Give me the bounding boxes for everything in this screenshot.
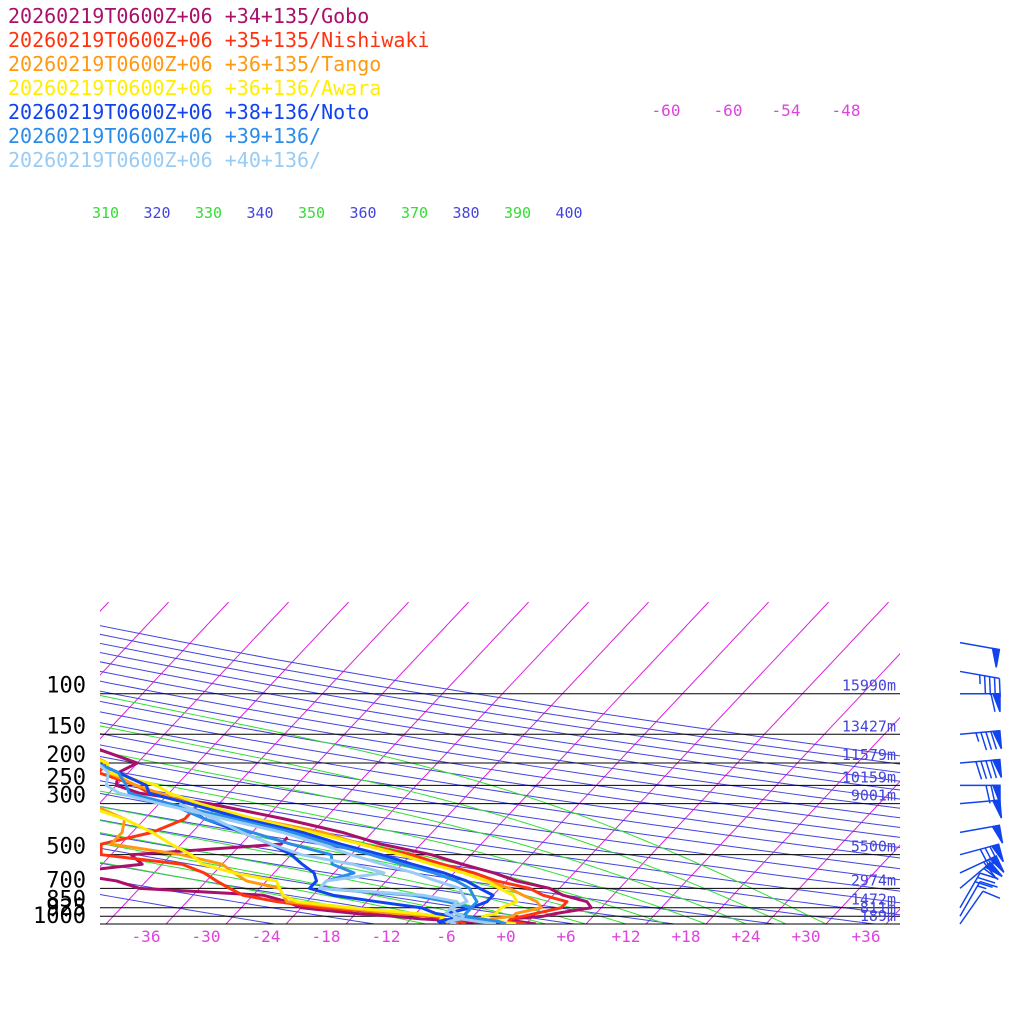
wind-barb — [959, 799, 1003, 819]
axis-labels: -36 -30 -24 -18 -12 -6 +0 +6 +12 +18 +24 +30 +36 -60 -… — [92, 101, 880, 946]
isotherm — [765, 780, 900, 924]
dry-adiabat — [100, 862, 475, 924]
dry-adiabat — [100, 893, 275, 924]
temperature-tick: -30 — [192, 927, 221, 946]
wind-barb — [959, 872, 998, 909]
temperature-trace — [100, 763, 497, 924]
legend-entry: 20260219T0600Z+06 +36+135/Tango — [8, 52, 382, 76]
legend-entry: 20260219T0600Z+06 +34+135/Gobo — [8, 4, 370, 28]
legend-entry: 20260219T0600Z+06 +39+136/ — [8, 124, 322, 148]
height-label: 2974m — [851, 871, 896, 889]
height-label: 15990m — [842, 677, 896, 695]
wind-barb — [959, 729, 1003, 751]
theta-label: 340 — [247, 204, 274, 222]
height-label: 811m — [860, 899, 896, 917]
dry-adiabat — [100, 805, 875, 924]
pressure-label: 300 — [46, 784, 86, 809]
wind-barb — [960, 692, 1001, 713]
pressure-label: 500 — [46, 835, 86, 860]
temperature-tick: +24 — [732, 927, 761, 946]
temperature-trace — [100, 747, 593, 924]
theta-label: 330 — [195, 204, 222, 222]
dry-adiabat — [100, 792, 900, 916]
theta-label: 350 — [298, 204, 325, 222]
theta-label: 370 — [401, 204, 428, 222]
height-label: 9001m — [851, 787, 896, 805]
isotherm — [100, 601, 229, 740]
dewpoint-trace — [100, 809, 457, 924]
theta-label: 360 — [350, 204, 377, 222]
wind-barb — [959, 670, 1001, 697]
wind-barb — [959, 880, 998, 917]
pressure-label: 1000 — [33, 904, 86, 929]
theta-label: 380 — [453, 204, 480, 222]
pressure-label: 150 — [46, 714, 86, 739]
pressure-label: 700 — [46, 868, 86, 893]
wind-barb — [959, 890, 1001, 925]
theta-label: 310 — [92, 204, 119, 222]
legend-entry: 20260219T0600Z+06 +36+136/Awara — [8, 76, 382, 100]
pressure-label: 200 — [46, 743, 86, 768]
wind-barb — [959, 641, 1001, 668]
temperature-tick: -6 — [436, 927, 455, 946]
pressure-label: 250 — [46, 765, 86, 790]
isotherm-label: -60 — [714, 101, 743, 120]
temperature-tick: -36 — [132, 927, 161, 946]
wind-barb — [959, 861, 1003, 889]
temperature-tick: +36 — [852, 927, 881, 946]
temperature-tick: +6 — [556, 927, 575, 946]
legend: 20260219T0600Z+06 +34+135/Gobo 20260219T0… — [8, 4, 429, 172]
height-label: 13427m — [842, 717, 896, 735]
height-label: 1472m — [851, 891, 896, 909]
moist-adiabat — [100, 725, 787, 924]
height-label: 11579m — [842, 746, 896, 764]
dry-adiabat — [100, 780, 900, 904]
temperature-trace — [100, 762, 507, 924]
isotherm-label: -48 — [832, 101, 861, 120]
height-label: 189m — [860, 907, 896, 925]
theta-label: 320 — [144, 204, 171, 222]
isotherm-label: -60 — [652, 101, 681, 120]
legend-entry: 20260219T0600Z+06 +35+135/Nishiwaki — [8, 28, 430, 52]
legend-entry: 20260219T0600Z+06 +40+136/ — [8, 148, 322, 172]
dry-adiabat — [100, 877, 375, 924]
isotherm — [825, 844, 900, 924]
pressure-label: 850 — [46, 888, 86, 913]
temperature-tick: -24 — [252, 927, 281, 946]
dry-adiabat — [100, 767, 900, 892]
sounding-traces — [100, 747, 593, 924]
temperature-trace — [100, 762, 507, 924]
temperature-trace — [100, 758, 519, 924]
temperature-tick: +30 — [792, 927, 821, 946]
temperature-tick: -18 — [312, 927, 341, 946]
pressure-label: 925 — [46, 896, 86, 921]
temperature-tick: -12 — [372, 927, 401, 946]
isotherm-label: -54 — [772, 101, 801, 120]
legend-entry: 20260219T0600Z+06 +38+136/Noto — [8, 100, 370, 124]
pressure-label: 100 — [46, 674, 86, 699]
wind-barb — [959, 758, 1003, 780]
temperature-tick: +0 — [496, 927, 515, 946]
height-label: 10159m — [842, 768, 896, 786]
height-label: 5500m — [851, 838, 896, 856]
wind-barb — [959, 824, 1004, 844]
wind-barbs — [959, 641, 1005, 925]
isotherm — [1006, 602, 1024, 924]
isotherm — [946, 602, 1024, 924]
isotherm — [0, 602, 49, 924]
temperature-tick: +18 — [672, 927, 701, 946]
theta-label: 400 — [556, 204, 583, 222]
dewpoint-trace — [178, 802, 465, 924]
isotherm — [885, 908, 900, 924]
theta-label: 390 — [504, 204, 531, 222]
temperature-tick: +12 — [612, 927, 641, 946]
